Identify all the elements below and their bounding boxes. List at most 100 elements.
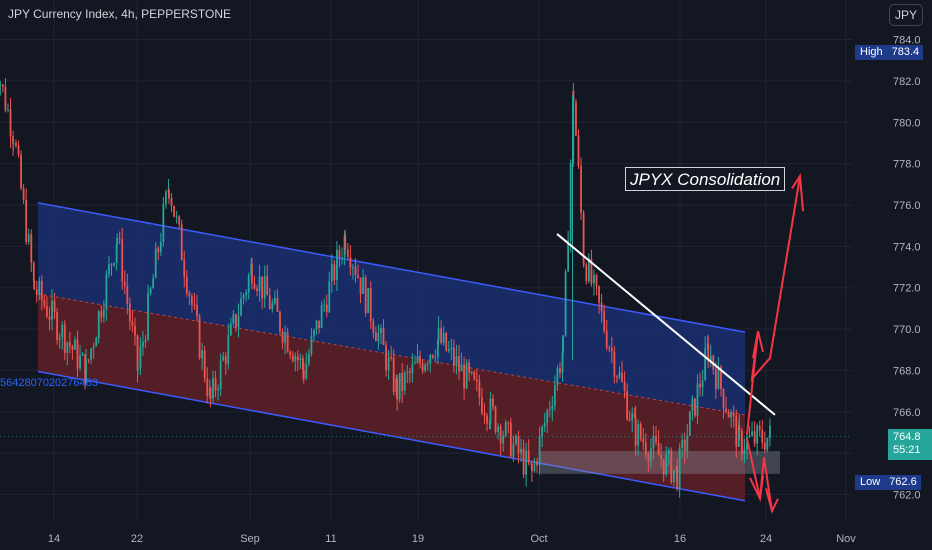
candle-body — [639, 424, 642, 439]
candle-body — [9, 109, 12, 137]
arrow-head-up-small — [752, 330, 764, 359]
candle-body — [655, 435, 657, 443]
candle-body — [662, 459, 665, 475]
candle-body — [318, 320, 320, 328]
candle-body — [608, 347, 611, 349]
x-tick-label: 14 — [48, 533, 60, 545]
candle-body — [694, 398, 696, 416]
y-tick-label: 762.0 — [893, 490, 921, 502]
candle-body — [268, 295, 271, 309]
candle-body — [193, 304, 196, 306]
candle-body — [746, 436, 748, 450]
candle-body — [92, 346, 95, 349]
candle-body — [392, 357, 395, 392]
candle-body — [116, 238, 119, 245]
low-badge-label: Low — [855, 475, 886, 490]
candle-body — [227, 335, 230, 364]
candle-body — [131, 321, 134, 326]
candle-body — [631, 413, 634, 421]
candle-body — [315, 320, 318, 330]
candle-body — [134, 325, 136, 336]
last-price-value: 764.8 — [893, 431, 921, 443]
candle-body — [468, 362, 471, 373]
candle-body — [424, 364, 427, 371]
candle-body — [118, 238, 121, 240]
candle-body — [346, 249, 349, 258]
candle-body — [198, 316, 201, 359]
candle-body — [7, 109, 9, 111]
candle-body — [527, 450, 530, 464]
x-tick-label: 16 — [674, 533, 686, 545]
candle-body — [647, 454, 650, 462]
candle-body — [245, 292, 248, 296]
candle-body — [81, 354, 84, 356]
candle-body — [463, 364, 465, 389]
arrow-head-down-2 — [765, 488, 779, 514]
candle-body — [46, 305, 48, 317]
candle-body — [108, 264, 110, 275]
candle-body — [572, 91, 575, 164]
candle-body — [587, 258, 590, 281]
candle-body — [281, 331, 284, 343]
candle-body — [512, 443, 515, 457]
x-tick-label: 19 — [412, 533, 424, 545]
candle-body — [541, 426, 544, 437]
channel-upper-fill — [38, 202, 745, 415]
candle-body — [766, 437, 769, 450]
candle-body — [313, 329, 315, 337]
candle-body — [722, 389, 725, 409]
high-badge-label: High — [855, 45, 888, 60]
consolidation-annotation[interactable]: JPYX Consolidation — [625, 167, 786, 191]
candle-body — [154, 248, 157, 278]
candle-body — [175, 216, 178, 218]
candle-body — [559, 368, 561, 373]
arrow-head-down — [749, 475, 764, 503]
channel-lower-fill — [38, 293, 745, 501]
candle-body — [582, 262, 585, 265]
candle-body — [180, 224, 183, 261]
candle-body — [4, 86, 7, 111]
currency-button[interactable]: JPY — [889, 4, 923, 26]
candle-body — [481, 397, 483, 414]
candle-body — [696, 383, 699, 416]
x-tick-label: 24 — [760, 533, 772, 545]
candle-body — [623, 381, 626, 391]
candle-body — [567, 240, 570, 272]
candle-body — [305, 363, 308, 379]
candle-body — [628, 419, 631, 421]
candle-body — [492, 398, 494, 407]
candle-body — [580, 165, 582, 213]
candle-body — [196, 304, 198, 317]
candle-body — [616, 376, 618, 378]
candle-body — [40, 280, 43, 301]
candle-body — [102, 309, 105, 318]
candle-body — [419, 356, 421, 364]
candle-body — [113, 263, 115, 265]
candle-body — [740, 431, 743, 455]
candle-body — [382, 327, 385, 345]
candle-body — [247, 275, 250, 293]
candle-body — [168, 190, 170, 199]
candle-body — [68, 342, 71, 347]
candle-body — [575, 102, 577, 136]
candle-body — [720, 366, 722, 390]
candle-body — [699, 383, 701, 388]
candle-body — [144, 339, 147, 342]
candle-body — [525, 450, 528, 475]
chart-title: JPY Currency Index, 4h, PEPPERSTONE — [8, 7, 231, 21]
candle-body — [369, 288, 372, 322]
x-tick-label: Nov — [836, 533, 856, 545]
candle-body — [294, 356, 297, 362]
candle-body — [185, 276, 188, 294]
candle-body — [276, 297, 279, 312]
candle-body — [486, 415, 488, 424]
candle-body — [458, 355, 460, 372]
candle-body — [730, 412, 733, 418]
candle-body — [1, 84, 4, 87]
channel-value-label: 5642807020276483 — [0, 377, 98, 389]
candle-body — [152, 277, 155, 289]
candle-body — [362, 277, 365, 294]
candle-body — [310, 336, 313, 355]
candle-body — [323, 304, 326, 306]
